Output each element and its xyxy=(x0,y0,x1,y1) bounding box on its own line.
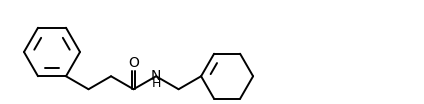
Text: H: H xyxy=(151,77,161,90)
Text: O: O xyxy=(128,56,139,70)
Text: N: N xyxy=(151,69,161,83)
